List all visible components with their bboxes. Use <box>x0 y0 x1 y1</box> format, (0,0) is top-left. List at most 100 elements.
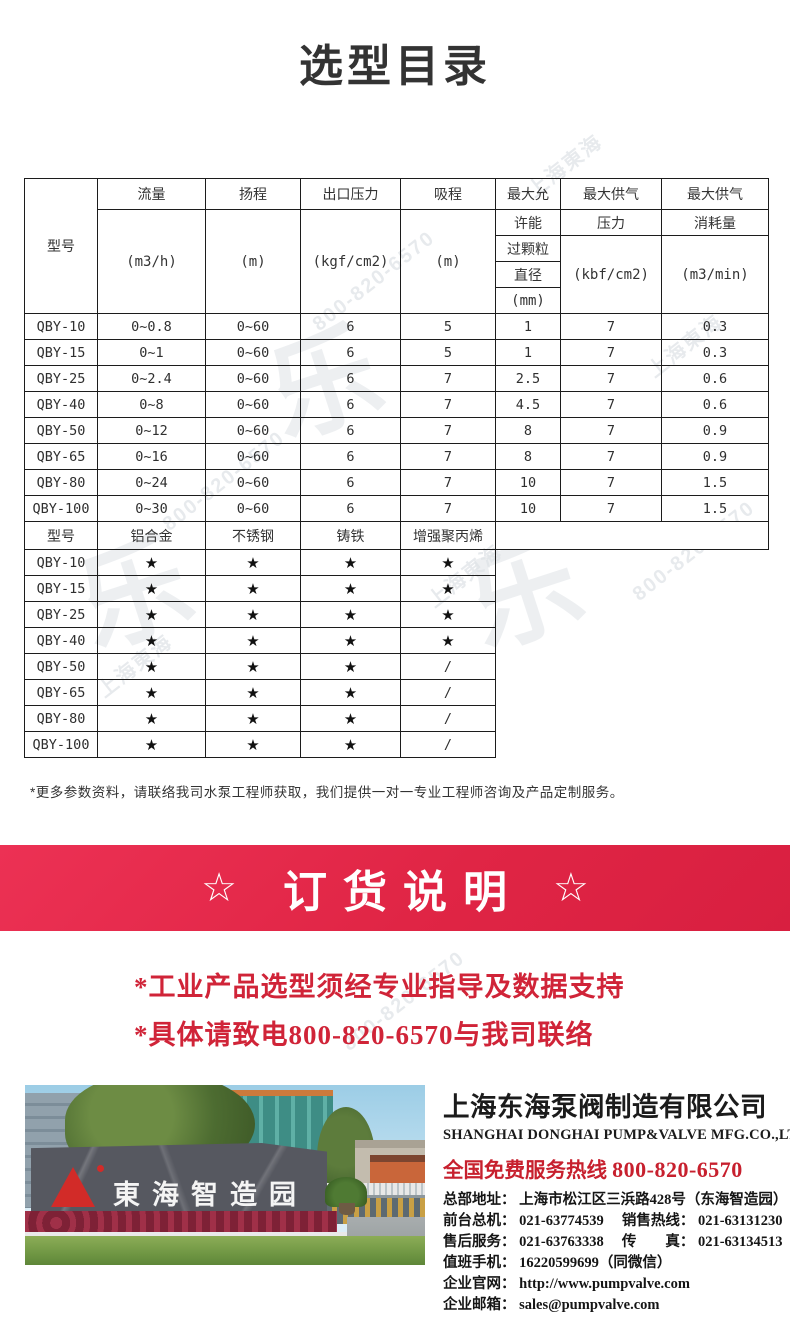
photo-plant-pot <box>339 1203 355 1215</box>
company-logo-dot <box>97 1165 104 1172</box>
table-cell: ★ <box>300 705 401 732</box>
header-suction: 吸程 <box>400 178 496 210</box>
table-cell: / <box>400 705 496 732</box>
unit-lift: (m) <box>205 209 301 314</box>
table-cell: ★ <box>300 653 401 680</box>
unit-suction: (m) <box>400 209 496 314</box>
company-entrance-photo: 東海智造园 <box>25 1085 425 1265</box>
table-cell: 0.3 <box>661 313 769 340</box>
unit-air-pressure: (kbf/cm2) <box>560 235 662 314</box>
table-cell: QBY-15 <box>24 339 98 366</box>
table-cell: 7 <box>400 495 496 522</box>
table-cell: 0~60 <box>205 365 301 392</box>
table-cell: 7 <box>560 365 662 392</box>
table-row: QBY-15 0~1 0~60 6 5 1 7 0.3 <box>24 339 769 366</box>
table-cell: ★ <box>205 549 301 576</box>
table-cell: 0.3 <box>661 339 769 366</box>
photo-flower-hedge <box>25 1211 337 1235</box>
table-cell: QBY-65 <box>24 443 98 470</box>
unit-outlet-pressure: (kgf/cm2) <box>300 209 401 314</box>
selection-table-wrap: 型号 流量 扬程 出口压力 吸程 最大允 最大供气 最大供气 (m3/h) (m… <box>24 178 769 758</box>
photo-lawn <box>25 1236 425 1265</box>
company-name-cn: 上海东海泵阀制造有限公司 <box>443 1092 767 1122</box>
table-cell: 7 <box>560 313 662 340</box>
table-row: QBY-100 ★ ★ ★ / <box>24 731 769 758</box>
table-cell: ★ <box>300 549 401 576</box>
table-cell: 0~2.4 <box>97 365 206 392</box>
table-cell: 6 <box>300 417 401 444</box>
contact-line: 企业官网： http://www.pumpvalve.com <box>443 1276 690 1292</box>
table-cell: 7 <box>560 417 662 444</box>
table-row: QBY-15 ★ ★ ★ ★ <box>24 575 769 602</box>
table-cell: 0~60 <box>205 443 301 470</box>
table-cell: 0~60 <box>205 391 301 418</box>
footer-company-info: 上海东海泵阀制造有限公司 SHANGHAI DONGHAI PUMP&VALVE… <box>443 1085 790 1316</box>
table-cell: ★ <box>205 705 301 732</box>
table-cell: ★ <box>300 731 401 758</box>
header-air-consumption-1: 最大供气 <box>661 178 769 210</box>
table-cell: ★ <box>400 549 496 576</box>
hotline-label: 全国免费服务热线 <box>443 1160 607 1182</box>
order-instructions-banner: ☆ 订货说明 ☆ <box>0 845 790 931</box>
material-header-castiron: 铸铁 <box>300 521 401 550</box>
table-row: QBY-65 0~16 0~60 6 7 8 7 0.9 <box>24 443 769 470</box>
spec-table-header: 型号 流量 扬程 出口压力 吸程 最大允 最大供气 最大供气 (m3/h) (m… <box>24 178 769 314</box>
table-cell: 8 <box>495 443 561 470</box>
table-cell: 7 <box>560 339 662 366</box>
unit-flow: (m3/h) <box>97 209 206 314</box>
table-cell: 5 <box>400 339 496 366</box>
table-cell: 0~60 <box>205 417 301 444</box>
table-cell: ★ <box>300 627 401 654</box>
table-cell: 10 <box>495 495 561 522</box>
table-cell: QBY-65 <box>24 679 98 706</box>
table-cell: ★ <box>205 601 301 628</box>
table-cell: QBY-25 <box>24 365 98 392</box>
table-cell: 2.5 <box>495 365 561 392</box>
header-particle-1: 最大允 <box>495 178 561 210</box>
table-row: QBY-80 0~24 0~60 6 7 10 7 1.5 <box>24 469 769 496</box>
star-outline-icon: ☆ <box>201 866 237 910</box>
empty-region-cell <box>495 521 769 550</box>
table-cell: 1.5 <box>661 495 769 522</box>
table-row: QBY-10 0~0.8 0~60 6 5 1 7 0.3 <box>24 313 769 340</box>
table-cell: ★ <box>300 575 401 602</box>
table-row: QBY-65 ★ ★ ★ / <box>24 679 769 706</box>
table-cell: 7 <box>560 469 662 496</box>
table-cell: 1 <box>495 313 561 340</box>
table-cell: / <box>400 731 496 758</box>
table-cell: / <box>400 653 496 680</box>
table-cell: 0~60 <box>205 313 301 340</box>
table-cell: 0.6 <box>661 391 769 418</box>
table-cell: 0~60 <box>205 469 301 496</box>
header-air-pressure-1: 最大供气 <box>560 178 662 210</box>
table-cell: 6 <box>300 313 401 340</box>
table-cell: ★ <box>97 731 206 758</box>
table-cell: 0~0.8 <box>97 313 206 340</box>
photo-sign-text: 東海智造园 <box>113 1180 308 1210</box>
table-cell: ★ <box>97 549 206 576</box>
table-cell: ★ <box>205 653 301 680</box>
table-row: QBY-100 0~30 0~60 6 7 10 7 1.5 <box>24 495 769 522</box>
header-model: 型号 <box>24 178 98 314</box>
table-cell: QBY-50 <box>24 653 98 680</box>
material-header-stainless: 不锈钢 <box>205 521 301 550</box>
table-cell: 4.5 <box>495 391 561 418</box>
table-row: QBY-25 ★ ★ ★ ★ <box>24 601 769 628</box>
table-cell: 6 <box>300 443 401 470</box>
table-cell: ★ <box>400 601 496 628</box>
table-cell: 6 <box>300 365 401 392</box>
header-lift: 扬程 <box>205 178 301 210</box>
contact-line: 前台总机： 021-63774539 销售热线： 021-63131230 <box>443 1213 783 1229</box>
hotline-number: 800-820-6570 <box>612 1157 743 1182</box>
table-cell: 0~24 <box>97 469 206 496</box>
header-particle-4: 直径 <box>495 261 561 288</box>
table-row: QBY-40 0~8 0~60 6 7 4.5 7 0.6 <box>24 391 769 418</box>
table-row: QBY-50 ★ ★ ★ / <box>24 653 769 680</box>
highlight-line-1: *工业产品选型须经专业指导及数据支持 <box>134 972 625 1002</box>
table-cell: 7 <box>560 391 662 418</box>
table-cell: 7 <box>560 495 662 522</box>
header-air-consumption-2: 消耗量 <box>661 209 769 236</box>
table-cell: 0.9 <box>661 417 769 444</box>
table-cell: QBY-25 <box>24 601 98 628</box>
service-hotline: 全国免费服务热线 800-820-6570 <box>443 1153 778 1183</box>
